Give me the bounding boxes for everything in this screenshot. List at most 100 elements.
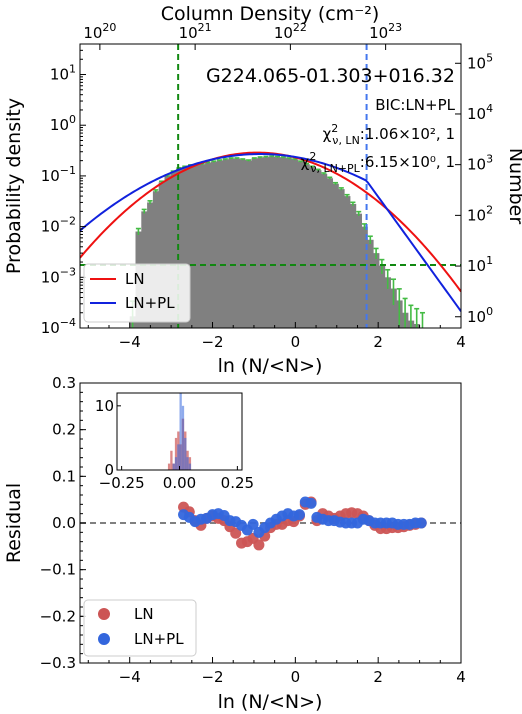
top-panel: −4 −2 0 2 4 10−4 10−3 10−2 10−1 100 101 100 101 102 10… xyxy=(3,3,522,377)
histogram-bar xyxy=(222,159,229,328)
top-y-right-axis-label: Number xyxy=(505,148,522,225)
histogram-bar xyxy=(338,189,345,328)
y-tick-label: 0.2 xyxy=(52,421,76,439)
y-tick-label: 10−1 xyxy=(41,164,76,185)
chi2-lnpl-annotation: χ2 ν, LN+PL:6.15×10⁰, 1 xyxy=(301,150,455,175)
inset-bar-ln xyxy=(188,457,192,470)
legend-lnpl-marker xyxy=(98,633,110,645)
inset-bars xyxy=(167,393,192,470)
y-tick-label: 10−2 xyxy=(41,215,76,236)
top-axes-frame xyxy=(79,43,462,329)
histogram-bar xyxy=(245,160,252,328)
residual-point-lnpl xyxy=(305,497,317,509)
histogram-bar xyxy=(321,173,328,328)
histogram-bar xyxy=(251,158,258,328)
histogram-bar xyxy=(170,171,177,328)
residual-point-lnpl xyxy=(247,518,259,530)
residual-point-lnpl xyxy=(293,509,305,521)
inset-bar-lnpl xyxy=(179,393,182,470)
chi2-lnpl-symbol: χ xyxy=(301,153,310,171)
histogram-bar xyxy=(228,158,235,328)
inset-bar-ln xyxy=(170,450,173,470)
chart-title: G224.065-01.303+016.32 xyxy=(206,65,455,87)
histogram-bar xyxy=(268,156,276,328)
x-tick-label: −2 xyxy=(201,333,223,351)
inset-panel: −0.25 0.00 0.25 0 10 xyxy=(95,392,254,492)
chi2-ln-sup: 2 xyxy=(331,122,338,135)
histogram-bar xyxy=(367,239,374,328)
histogram-bar xyxy=(193,164,200,328)
legend-lnpl-label: LN+PL xyxy=(125,294,175,312)
residual-point-ln xyxy=(230,527,242,539)
legend-ln-label: LN xyxy=(125,270,145,288)
y-tick-label: 10−4 xyxy=(41,316,76,337)
y-right-tick-label: 105 xyxy=(467,51,493,72)
lnpl-fit-curve xyxy=(80,153,461,312)
y-right-tick-label: 103 xyxy=(467,153,493,174)
inset-y-tick-label: 10 xyxy=(95,397,114,415)
top-x-tick-label: 1023 xyxy=(369,21,402,42)
bottom-x-axis-label: ln (N/<N>) xyxy=(218,691,323,713)
bottom-legend: LN LN+PL xyxy=(83,599,197,657)
bottom-axis-ticks: −4 −2 0 2 4 −0.3 −0.2 −0.1 0.0 0.1 0.2 0.3 xyxy=(40,374,466,686)
inset-bar-lnpl xyxy=(177,444,180,470)
chi2-ln-annotation: χ2 ν, LN:1.06×10², 1 xyxy=(323,122,455,147)
top-secondary-x-axis-label: Column Density (cm⁻²) xyxy=(161,3,380,25)
histogram-bar xyxy=(263,157,270,328)
y-right-tick-label: 102 xyxy=(467,203,493,224)
histogram-bar xyxy=(234,158,241,328)
x-tick-label: −2 xyxy=(201,668,223,686)
inset-bar-lnpl xyxy=(188,463,192,470)
chi2-lnpl-sup: 2 xyxy=(309,150,316,163)
histogram-bar xyxy=(274,157,281,328)
bottom-panel: −4 −2 0 2 4 −0.3 −0.2 −0.1 0.0 0.1 0.2 0.3 −0.25 0.0… xyxy=(3,374,466,713)
histogram-bar xyxy=(344,196,351,328)
y-right-tick-label: 104 xyxy=(467,102,493,123)
inset-bar-lnpl xyxy=(186,457,189,470)
y-tick-label: 100 xyxy=(50,113,76,134)
histogram-bar xyxy=(210,161,218,328)
chi2-ln-sub: ν, LN xyxy=(332,134,360,147)
top-legend: LN LN+PL xyxy=(83,263,191,323)
inset-x-tick-label: −0.25 xyxy=(99,474,145,492)
histogram-bar xyxy=(390,288,397,328)
x-tick-label: 2 xyxy=(373,333,383,351)
histogram-bar xyxy=(158,182,165,328)
inset-y-tick-label: 0 xyxy=(104,461,114,479)
x-tick-label: 2 xyxy=(373,668,383,686)
top-x-tick-label: 1022 xyxy=(274,21,307,42)
inset-bar-lnpl xyxy=(184,437,187,470)
y-tick-label: 101 xyxy=(50,63,76,84)
y-tick-label: 0.1 xyxy=(52,467,76,485)
chi2-ln-value: :1.06×10², 1 xyxy=(360,125,455,143)
histogram-bar xyxy=(355,213,363,328)
y-tick-label: 0.3 xyxy=(52,374,76,392)
inset-bar-ln xyxy=(167,463,171,470)
inset-bar-lnpl xyxy=(181,405,185,470)
y-tick-label: −0.2 xyxy=(40,607,76,625)
top-fit-curves xyxy=(80,151,461,312)
inset-x-tick-label: 0.25 xyxy=(221,474,254,492)
legend-ln-marker xyxy=(98,608,110,620)
x-tick-label: −4 xyxy=(119,333,141,351)
histogram-bar xyxy=(292,159,299,328)
x-tick-label: 4 xyxy=(456,668,466,686)
histogram-bar xyxy=(326,178,334,328)
histogram-bar xyxy=(164,175,171,328)
ln-fit-curve xyxy=(80,151,461,293)
chi2-lnpl-value: :6.15×10⁰, 1 xyxy=(360,153,455,171)
y-tick-label: 10−3 xyxy=(41,265,76,286)
histogram-bar xyxy=(315,170,322,328)
histogram-bar xyxy=(199,164,206,328)
histogram-bar xyxy=(205,162,212,328)
residual-point-ln xyxy=(253,539,265,551)
top-y-axis-label: Probability density xyxy=(3,98,25,274)
y-tick-label: −0.1 xyxy=(40,561,76,579)
histogram-bar xyxy=(332,183,339,328)
chi2-ln-symbol: χ xyxy=(323,125,332,143)
legend-lnpl-label-bottom: LN+PL xyxy=(134,630,184,648)
inset-ticks: −0.25 0.00 0.25 0 10 xyxy=(95,397,254,492)
histogram-bar xyxy=(187,165,194,328)
histogram-bar xyxy=(257,157,264,328)
